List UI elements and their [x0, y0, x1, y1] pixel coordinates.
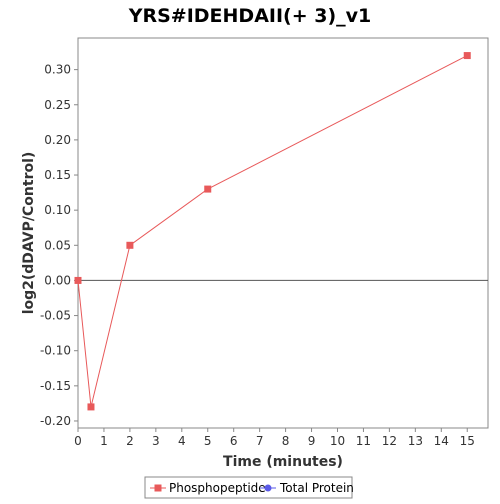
y-tick-label: 0.30 [44, 63, 71, 77]
x-tick-label: 2 [126, 434, 134, 448]
x-axis-title: Time (minutes) [223, 454, 343, 470]
x-tick-label: 6 [230, 434, 238, 448]
chart-title: YRS#IDEHDAII(+ 3)_v1 [128, 5, 372, 27]
series-marks [74, 52, 488, 411]
legend-marker [264, 484, 272, 492]
data-point [204, 185, 212, 193]
y-tick-label: -0.05 [40, 309, 71, 323]
plot-area [77, 37, 489, 429]
legend: Phosphopeptide Total Protein [144, 476, 354, 499]
y-tick-label: -0.20 [40, 414, 71, 428]
legend-label: Phosphopeptide [169, 481, 266, 495]
x-tick-label: 12 [382, 434, 397, 448]
y-tick-label: -0.15 [40, 379, 71, 393]
data-point [463, 52, 471, 60]
x-tick-label: 15 [460, 434, 475, 448]
y-tick-label: -0.10 [40, 344, 71, 358]
y-tick-label: 0.15 [44, 168, 71, 182]
y-tick-label: 0.05 [44, 238, 71, 252]
y-tick-label: 0.20 [44, 133, 71, 147]
x-tick-label: 7 [256, 434, 264, 448]
data-point [74, 276, 82, 284]
x-tick-label: 3 [152, 434, 160, 448]
x-tick-label: 4 [178, 434, 186, 448]
x-tick-label: 11 [356, 434, 371, 448]
axis-ticks: 0 1 2 3 4 5 6 7 8 9 10 11 12 13 14 15-0.20-0.15-0.10-0.… [40, 63, 475, 448]
x-tick-label: 9 [308, 434, 316, 448]
data-point [126, 241, 134, 249]
y-tick-label: 0.00 [44, 273, 71, 287]
y-tick-label: 0.10 [44, 203, 71, 217]
x-tick-label: 0 [74, 434, 82, 448]
x-tick-label: 10 [330, 434, 345, 448]
legend-box [144, 476, 353, 499]
y-axis-title: log2(dDAVP/Control) [21, 152, 37, 315]
data-point [87, 403, 95, 411]
x-tick-label: 13 [408, 434, 423, 448]
x-tick-label: 5 [204, 434, 212, 448]
x-tick-label: 8 [282, 434, 290, 448]
legend-label: Total Protein [279, 481, 354, 495]
y-tick-label: 0.25 [44, 98, 71, 112]
x-tick-label: 14 [434, 434, 449, 448]
x-tick-label: 1 [100, 434, 108, 448]
legend-marker [154, 484, 162, 492]
